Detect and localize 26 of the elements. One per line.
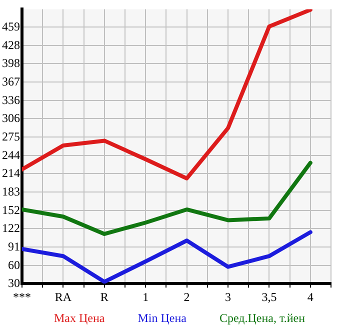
y-tick-label: 367: [2, 74, 20, 88]
x-tick-label: ***: [13, 290, 31, 304]
y-tick-label: 91: [8, 239, 20, 254]
y-tick-label: 398: [2, 56, 20, 70]
y-tick-label: 428: [2, 38, 20, 52]
y-tick-label: 306: [2, 110, 20, 125]
x-tick-label: 1: [142, 290, 149, 304]
text: Max Цена: [54, 311, 106, 326]
x-tick-label: 4: [307, 290, 314, 304]
y-tick-label: 459: [2, 19, 20, 34]
y-tick-label: 214: [2, 166, 20, 180]
y-tick-label: 336: [2, 92, 20, 107]
x-tick-label: RA: [54, 290, 72, 304]
x-tick-label: 2: [184, 290, 190, 304]
y-tick-label: 122: [2, 220, 20, 235]
x-tick-label: R: [100, 290, 108, 304]
y-tick-label: 183: [2, 184, 20, 198]
y-tick-label: 275: [2, 129, 20, 144]
text: Min Цена: [138, 311, 188, 326]
y-tick-label: 152: [2, 202, 20, 217]
x-tick-label: 3: [225, 290, 231, 304]
x-tick-label: 3,5: [262, 290, 277, 304]
text: Сред.Цена, т.йен: [219, 311, 306, 326]
y-tick-label: 30: [8, 276, 20, 290]
y-tick-label: 60: [8, 258, 20, 272]
y-tick-label: 244: [2, 148, 20, 162]
